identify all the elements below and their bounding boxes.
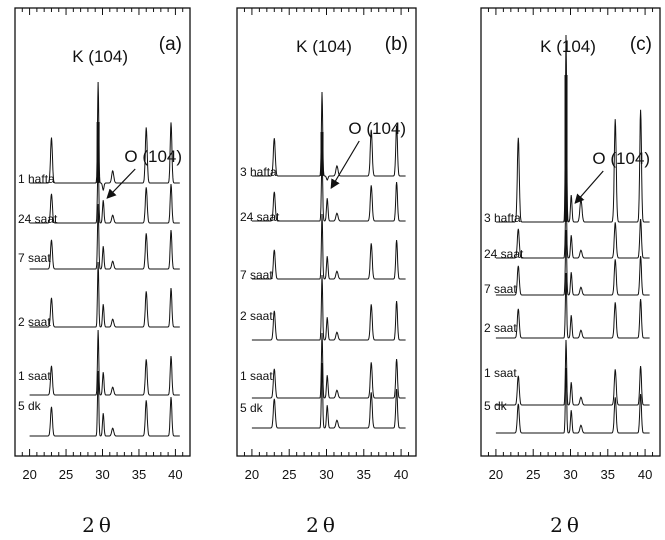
series-label: 24 saat bbox=[484, 247, 524, 261]
series-line bbox=[251, 362, 406, 429]
series-line bbox=[29, 81, 180, 192]
x-tick-label: 30 bbox=[563, 467, 577, 482]
x-tick-label: 35 bbox=[132, 467, 146, 482]
series-line bbox=[29, 370, 180, 437]
series-line bbox=[251, 274, 406, 341]
series-label: 2 saat bbox=[240, 309, 273, 323]
series-label: 1 saat bbox=[484, 366, 517, 380]
series-line bbox=[495, 34, 650, 223]
annotation-k104: K (104) bbox=[72, 47, 128, 66]
annotation-o104: O (104) bbox=[124, 147, 182, 166]
series-line bbox=[495, 272, 650, 339]
panel-label: (c) bbox=[630, 34, 652, 55]
series-label: 7 saat bbox=[484, 282, 517, 296]
xrd-panel: 20 25 30 35 40 2θ (c) 3 hafta 24 saat 7 saat 2 saa… bbox=[480, 7, 661, 537]
series-line bbox=[251, 332, 406, 399]
series-line bbox=[251, 91, 406, 181]
series-label: 24 saat bbox=[240, 210, 280, 224]
x-tick-label: 40 bbox=[168, 467, 182, 482]
series-line bbox=[495, 367, 650, 434]
xrd-panel: 20 25 30 35 40 2θ (b) 3 hafta 24 saat 7 saat 2 saa… bbox=[236, 7, 417, 537]
series-label: 5 dk bbox=[18, 399, 42, 413]
panel-label: (b) bbox=[385, 34, 408, 55]
series-line bbox=[495, 192, 650, 259]
annotation-arrow bbox=[330, 140, 360, 190]
series-line bbox=[251, 213, 406, 280]
annotation-k104: K (104) bbox=[540, 37, 596, 56]
x-axis-label: 2θ bbox=[306, 513, 339, 537]
annotation-arrow bbox=[574, 170, 604, 204]
series-label: 7 saat bbox=[18, 251, 51, 265]
series-label: 2 saat bbox=[18, 315, 51, 329]
panel-label: (a) bbox=[159, 34, 182, 55]
series-label: 3 hafta bbox=[484, 211, 521, 225]
series-label: 5 dk bbox=[484, 399, 508, 413]
x-tick-label: 35 bbox=[601, 467, 615, 482]
x-tick-label: 25 bbox=[282, 467, 296, 482]
annotation-arrow bbox=[106, 168, 136, 199]
x-tick-label: 20 bbox=[489, 467, 503, 482]
series-label: 2 saat bbox=[484, 321, 517, 335]
series-label: 1 saat bbox=[240, 369, 273, 383]
xrd-panel: 20 25 30 35 40 2θ (a) 1 hafta 24 saat 7 saat 2 saa… bbox=[14, 7, 191, 537]
series-label: 5 dk bbox=[240, 401, 264, 415]
annotation-k104: K (104) bbox=[296, 37, 352, 56]
x-tick-label: 25 bbox=[59, 467, 73, 482]
series-label: 1 hafta bbox=[18, 172, 55, 186]
x-tick-label: 40 bbox=[638, 467, 652, 482]
x-tick-label: 40 bbox=[394, 467, 408, 482]
annotation-o104: O (104) bbox=[348, 119, 406, 138]
series-line bbox=[29, 203, 180, 270]
series-label: 7 saat bbox=[240, 268, 273, 282]
series-label: 24 saat bbox=[18, 212, 58, 226]
series-line bbox=[29, 329, 180, 396]
annotation-o104: O (104) bbox=[592, 149, 650, 168]
series-label: 3 hafta bbox=[240, 165, 277, 179]
x-tick-label: 20 bbox=[245, 467, 259, 482]
x-tick-label: 20 bbox=[22, 467, 36, 482]
x-tick-label: 30 bbox=[95, 467, 109, 482]
series-label: 1 saat bbox=[18, 369, 51, 383]
x-axis-label: 2θ bbox=[550, 513, 583, 537]
x-tick-label: 25 bbox=[526, 467, 540, 482]
series-line bbox=[29, 157, 180, 224]
x-tick-label: 35 bbox=[357, 467, 371, 482]
series-line bbox=[495, 339, 650, 406]
series-line bbox=[29, 261, 180, 328]
x-axis-label: 2θ bbox=[82, 513, 115, 537]
series-line bbox=[251, 155, 406, 222]
series-line bbox=[495, 229, 650, 296]
x-tick-label: 30 bbox=[319, 467, 333, 482]
